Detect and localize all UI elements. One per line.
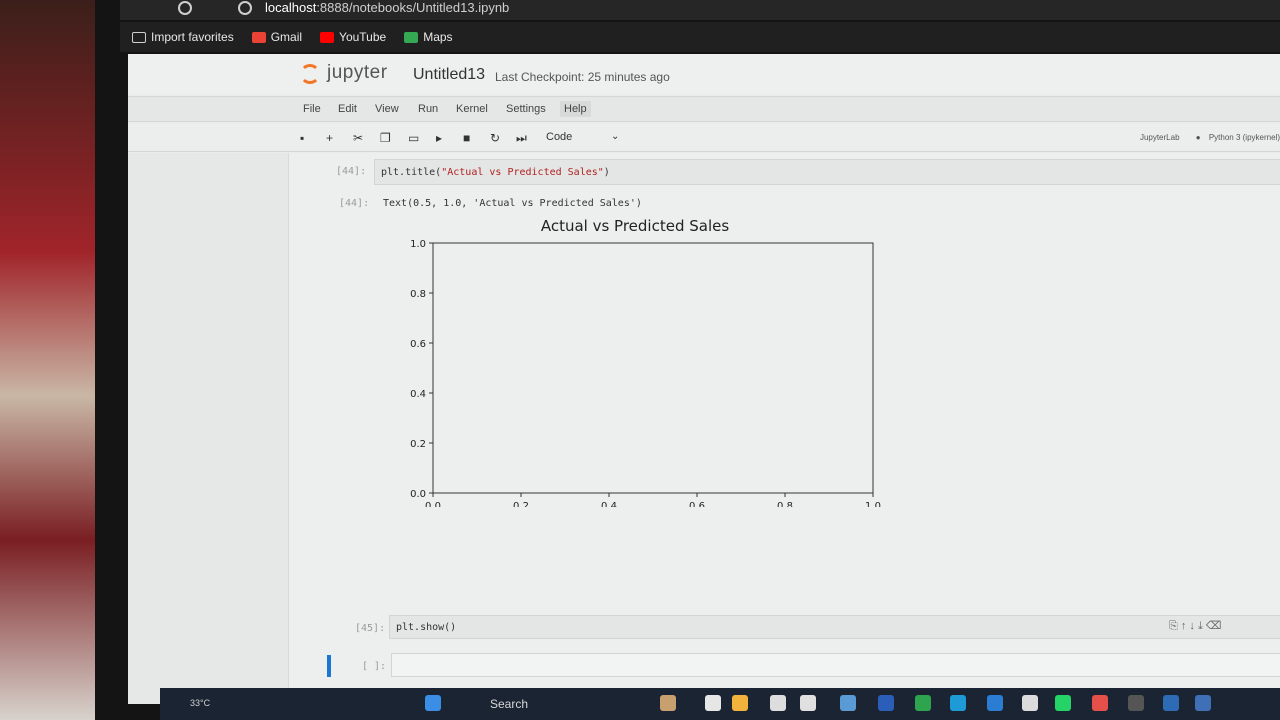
whatsapp-icon[interactable] — [1055, 695, 1071, 711]
cell-44-output: Text(0.5, 1.0, 'Actual vs Predicted Sale… — [383, 198, 642, 209]
menu-help[interactable]: Help — [560, 101, 591, 117]
menu-bar: File Edit View Run Kernel Settings Help — [128, 96, 1280, 122]
cell-actions[interactable]: ⎘ ↑ ↓ ⤓ ⌫ — [1169, 620, 1222, 632]
cell-type-select[interactable]: Code — [546, 131, 573, 143]
cell-45-in-prompt: [45]: — [355, 623, 386, 634]
kernel-name[interactable]: Python 3 (ipykernel) — [1208, 133, 1280, 142]
x-tick-label: 0.0 — [425, 501, 441, 507]
maps-icon — [404, 31, 419, 43]
app-icon[interactable] — [1195, 695, 1211, 711]
url-text[interactable]: localhost:8888/notebooks/Untitled13.ipyn… — [265, 0, 510, 15]
store-icon[interactable] — [800, 695, 816, 711]
bookmark-import-favorites[interactable]: Import favorites — [132, 30, 234, 44]
copy-icon[interactable]: ❐ — [380, 131, 391, 145]
y-tick-label: 0.8 — [410, 289, 426, 300]
notebook-toolbar: ▪ + ✂ ❐ ▭ ▸ ■ ↻ ⏭ Code ⌄ JupyterLab ● Py… — [128, 124, 1280, 152]
chart-title: Actual vs Predicted Sales — [541, 217, 730, 235]
cell-44-code: plt.title("Actual vs Predicted Sales") — [381, 167, 610, 178]
menu-kernel[interactable]: Kernel — [456, 103, 488, 115]
jupyterlab-link[interactable]: JupyterLab — [1139, 133, 1180, 142]
x-tick-label: 0.6 — [689, 501, 705, 507]
task-view-icon[interactable] — [705, 695, 721, 711]
y-tick-label: 0.0 — [410, 489, 426, 500]
y-tick-label: 0.6 — [410, 339, 426, 350]
x-tick-label: 1.0 — [865, 501, 881, 507]
menu-run[interactable]: Run — [418, 103, 439, 115]
checkpoint-status: Last Checkpoint: 25 minutes ago — [495, 70, 670, 84]
x-tick-label: 0.4 — [601, 501, 617, 507]
bookmark-maps[interactable]: Maps — [404, 30, 453, 44]
run-all-icon[interactable]: ⏭ — [516, 131, 527, 145]
app-icon[interactable] — [987, 695, 1003, 711]
cell-45-input[interactable]: plt.show() — [389, 615, 1280, 639]
notebook-title[interactable]: Untitled13 — [413, 66, 486, 83]
chart-figure: Actual vs Predicted Sales 0.0 0.2 0.4 0.6 0.… — [410, 217, 881, 507]
active-cell-indicator — [327, 655, 331, 677]
menu-view[interactable]: View — [375, 103, 399, 115]
chatgpt-icon[interactable] — [1022, 695, 1038, 711]
bookmarks-bar: Import favorites Gmail YouTube Maps — [120, 22, 1280, 52]
cell-44-input[interactable]: plt.title("Actual vs Predicted Sales") — [374, 159, 1280, 185]
app-icon[interactable] — [840, 695, 856, 711]
notebook-area: [44]: plt.title("Actual vs Predicted Sal… — [128, 153, 1280, 704]
cut-icon[interactable]: ✂ — [353, 131, 364, 145]
jupyter-logo-icon[interactable] — [300, 64, 320, 84]
weather-widget[interactable]: 33°C — [190, 698, 211, 708]
back-icon[interactable] — [178, 1, 192, 15]
taskbar-search[interactable]: Search — [490, 697, 529, 711]
app-icon[interactable] — [770, 695, 786, 711]
empty-cell-prompt: [ ]: — [362, 661, 387, 672]
empty-cell-input[interactable] — [391, 653, 1280, 677]
import-icon — [132, 31, 146, 43]
windows-taskbar: 33°C Search — [160, 688, 1280, 720]
site-info-icon[interactable] — [238, 1, 252, 15]
terminal-icon[interactable] — [1128, 695, 1144, 711]
widget-icon[interactable] — [660, 695, 676, 711]
x-tick-label: 0.2 — [513, 501, 529, 507]
save-icon[interactable]: ▪ — [300, 131, 305, 145]
cell-44-out-prompt: [44]: — [339, 198, 370, 209]
y-tick-label: 0.2 — [410, 439, 426, 450]
start-icon[interactable] — [425, 695, 441, 711]
menu-file[interactable]: File — [303, 103, 321, 115]
app-icon[interactable] — [1163, 695, 1179, 711]
jupyter-header: jupyter Untitled13 Last Checkpoint: 25 m… — [128, 54, 1280, 94]
app-icon[interactable] — [1092, 695, 1108, 711]
edge-icon[interactable] — [950, 695, 966, 711]
xbox-icon[interactable] — [915, 695, 931, 711]
cell-45-code: plt.show() — [396, 622, 457, 633]
cell-44-in-prompt: [44]: — [336, 166, 367, 177]
menu-edit[interactable]: Edit — [338, 103, 357, 115]
notebook-cells: [44]: plt.title("Actual vs Predicted Sal… — [288, 153, 1280, 704]
youtube-icon — [320, 31, 335, 43]
plot-area — [432, 242, 874, 494]
bookmark-youtube[interactable]: YouTube — [320, 30, 386, 44]
menu-settings[interactable]: Settings — [506, 103, 546, 115]
jupyter-page: jupyter Untitled13 Last Checkpoint: 25 m… — [128, 54, 1280, 704]
x-tick-label: 0.8 — [777, 501, 793, 507]
gmail-icon — [251, 31, 266, 43]
paste-icon[interactable]: ▭ — [408, 131, 420, 145]
stop-icon[interactable]: ■ — [463, 131, 471, 145]
bookmark-gmail[interactable]: Gmail — [251, 30, 302, 44]
run-icon[interactable]: ▸ — [436, 131, 443, 145]
y-tick-label: 1.0 — [410, 239, 426, 250]
app-icon[interactable] — [878, 695, 894, 711]
file-explorer-icon[interactable] — [732, 695, 748, 711]
add-cell-icon[interactable]: + — [326, 131, 334, 145]
kernel-info: JupyterLab ● Python 3 (ipykernel) — [1140, 133, 1280, 142]
chevron-down-icon[interactable]: ⌄ — [611, 131, 620, 142]
y-tick-label: 0.4 — [410, 389, 426, 400]
kernel-status-icon: ● — [1195, 133, 1201, 142]
browser-address-bar[interactable]: localhost:8888/notebooks/Untitled13.ipyn… — [120, 0, 1280, 20]
restart-icon[interactable]: ↻ — [490, 131, 501, 145]
jupyter-logo-text: jupyter — [327, 62, 388, 83]
